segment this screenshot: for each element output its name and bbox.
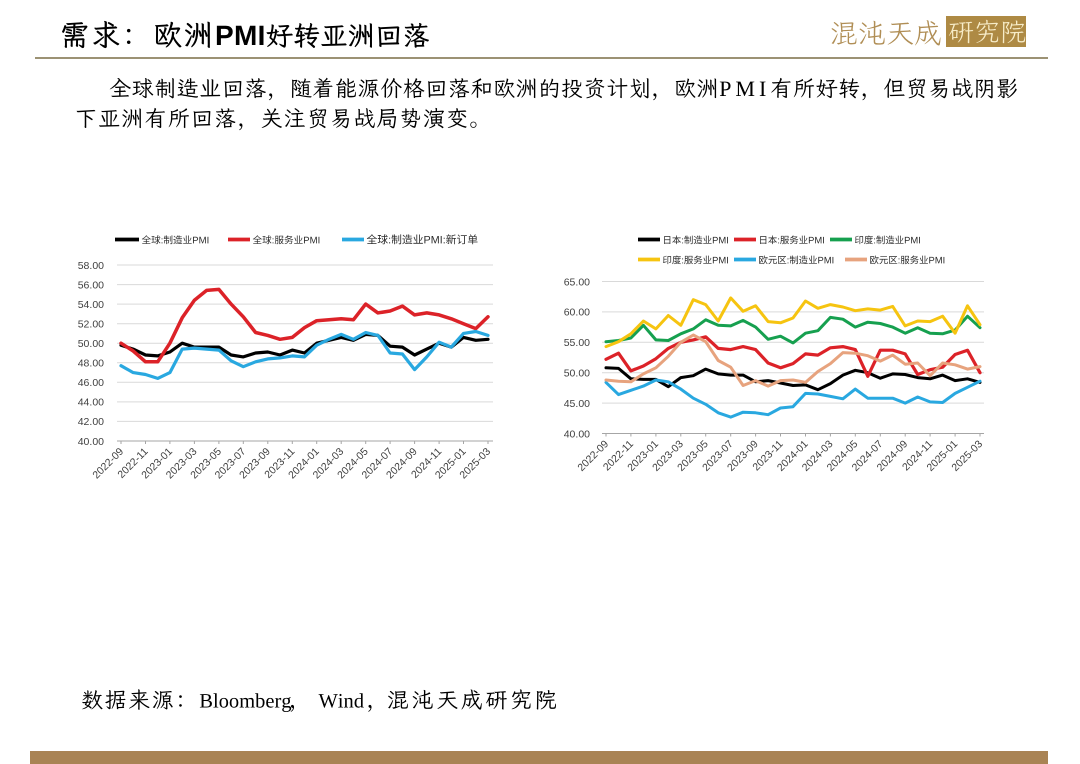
svg-text:45.00: 45.00 (564, 398, 590, 410)
svg-text:40.00: 40.00 (564, 428, 590, 440)
svg-text:60.00: 60.00 (564, 307, 590, 319)
svg-text:56.00: 56.00 (78, 279, 104, 291)
svg-text:46.00: 46.00 (78, 377, 104, 389)
svg-text:58.00: 58.00 (78, 260, 104, 272)
svg-text:50.00: 50.00 (564, 368, 590, 380)
svg-text:65.00: 65.00 (564, 276, 590, 288)
svg-text:52.00: 52.00 (78, 319, 104, 331)
svg-text:50.00: 50.00 (78, 338, 104, 350)
svg-text:40.00: 40.00 (78, 436, 104, 448)
svg-text:42.00: 42.00 (78, 416, 104, 428)
svg-text:44.00: 44.00 (78, 397, 104, 409)
svg-text:54.00: 54.00 (78, 299, 104, 311)
svg-text:48.00: 48.00 (78, 358, 104, 370)
svg-text:55.00: 55.00 (564, 337, 590, 349)
